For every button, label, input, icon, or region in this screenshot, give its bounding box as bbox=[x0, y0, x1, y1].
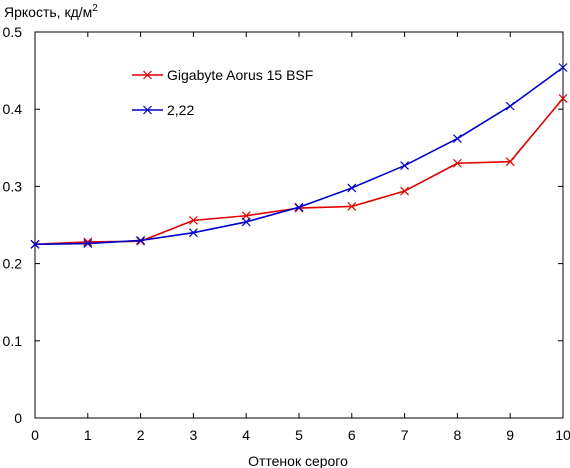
legend-marker bbox=[143, 105, 152, 115]
y-tick-label: 0.2 bbox=[3, 256, 23, 272]
x-tick-label: 6 bbox=[348, 427, 356, 443]
plot-frame bbox=[34, 31, 564, 419]
data-point bbox=[83, 237, 93, 247]
data-point bbox=[347, 202, 357, 211]
x-tick-label: 8 bbox=[454, 427, 462, 443]
x-tick-label: 0 bbox=[31, 427, 39, 443]
data-point bbox=[452, 134, 462, 143]
series-line bbox=[34, 97, 564, 246]
data-point bbox=[30, 239, 40, 249]
x-tick-label: 3 bbox=[190, 427, 198, 443]
data-point bbox=[505, 101, 515, 111]
data-point bbox=[136, 236, 146, 245]
data-point bbox=[558, 63, 568, 72]
y-tick-label: 0.1 bbox=[3, 333, 23, 349]
data-point bbox=[558, 93, 568, 103]
x-tick-label: 2 bbox=[137, 427, 145, 443]
data-point bbox=[505, 157, 515, 167]
data-point bbox=[241, 217, 251, 227]
data-point bbox=[347, 183, 357, 193]
y-tick-label: 0.4 bbox=[3, 101, 23, 117]
y-tick-label: 0 bbox=[14, 410, 22, 426]
legend-label: 2,22 bbox=[167, 102, 194, 118]
y-tick-label: 0.5 bbox=[3, 24, 23, 40]
x-axis-title: Оттенок серого bbox=[248, 453, 348, 468]
data-point bbox=[294, 202, 304, 212]
legend: Gigabyte Aorus 15 BSF 2,22 bbox=[132, 67, 313, 118]
x-axis: 0 1 2 3 4 5 6 7 8 9 10 bbox=[31, 32, 570, 443]
x-tick-label: 7 bbox=[401, 427, 409, 443]
y-axis-title: Яркость, кд/м2 bbox=[4, 3, 98, 20]
plot-area bbox=[34, 31, 564, 419]
data-point bbox=[452, 158, 462, 168]
x-tick-label: 5 bbox=[295, 427, 303, 443]
y-axis: 0 0.1 0.2 0.3 0.4 0.5 bbox=[3, 24, 563, 426]
y-tick-label: 0.3 bbox=[3, 178, 23, 194]
data-point bbox=[400, 186, 410, 196]
series-2 bbox=[30, 63, 568, 249]
series-layer bbox=[30, 63, 568, 249]
series-1 bbox=[30, 93, 568, 249]
x-tick-label: 4 bbox=[242, 427, 250, 443]
legend-item: 2,22 bbox=[132, 102, 194, 118]
data-point bbox=[400, 161, 410, 170]
legend-marker bbox=[143, 70, 152, 80]
data-point bbox=[188, 215, 198, 225]
y-axis-title-superscript: 2 bbox=[92, 3, 98, 14]
data-point bbox=[188, 228, 198, 238]
x-tick-label: 1 bbox=[84, 427, 92, 443]
x-tick-label: 10 bbox=[555, 427, 570, 443]
data-point bbox=[83, 239, 93, 248]
series-line bbox=[34, 66, 564, 246]
x-tick-label: 9 bbox=[506, 427, 514, 443]
legend-item: Gigabyte Aorus 15 BSF bbox=[132, 67, 313, 83]
legend-label: Gigabyte Aorus 15 BSF bbox=[167, 67, 313, 83]
